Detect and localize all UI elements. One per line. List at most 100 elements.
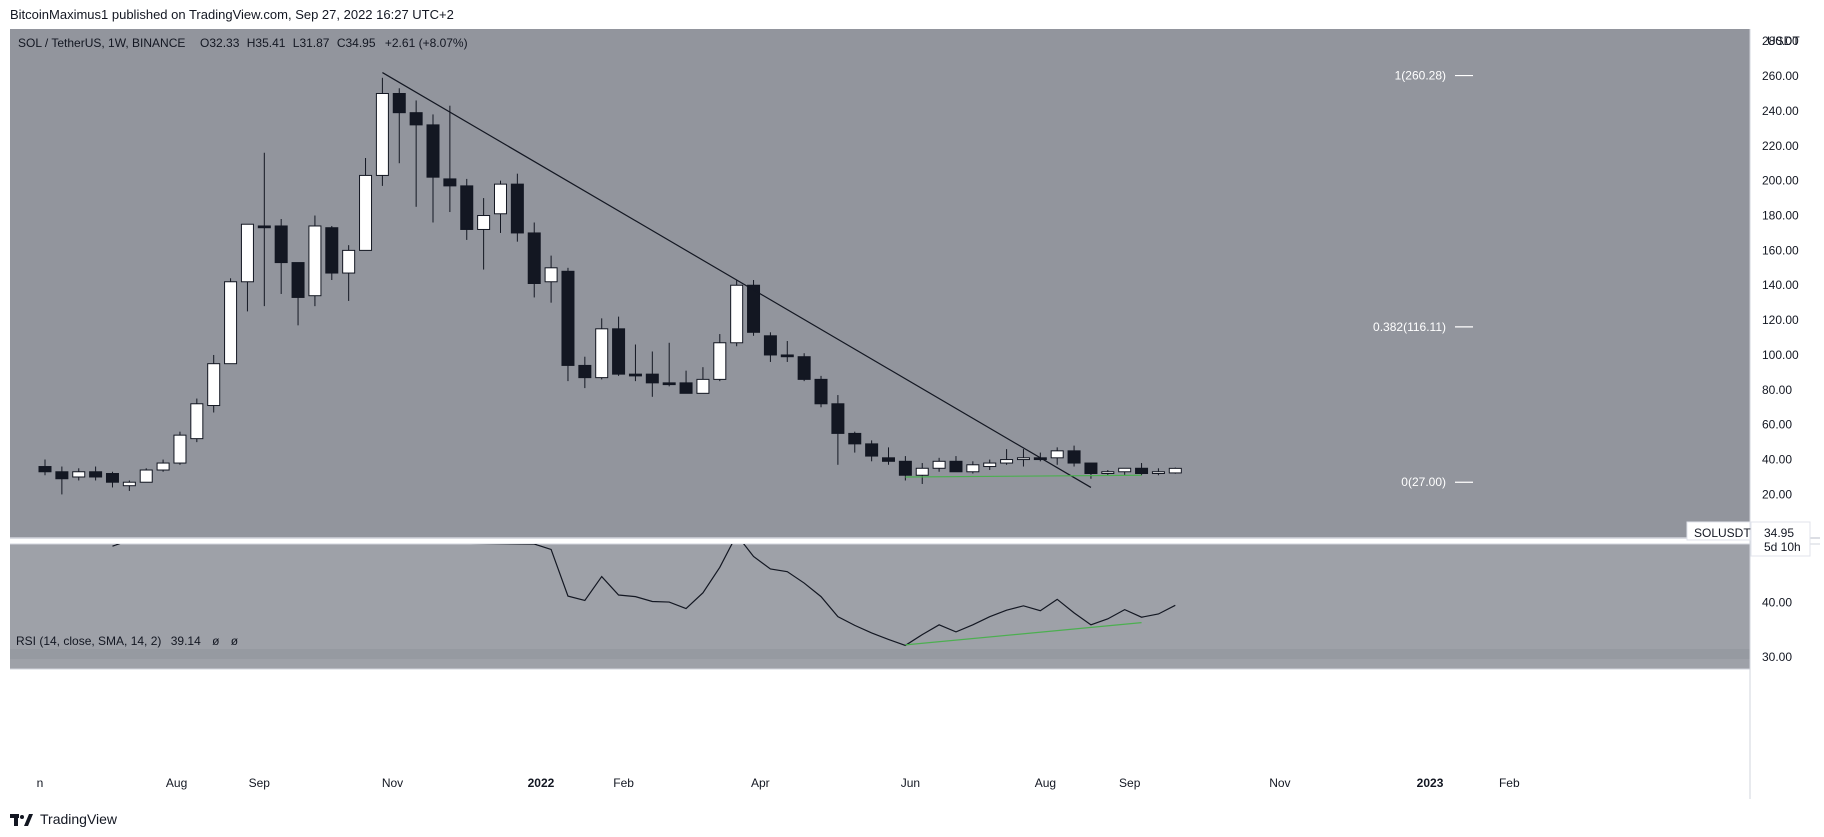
candle-body [578,364,592,379]
last-price: 34.95 [1764,526,1794,540]
candle [747,280,761,336]
rsi-layer [112,544,1176,647]
candle-body [72,471,86,478]
ohlc-h-label: H [247,36,256,50]
candle [291,262,305,326]
price-axis-label: 200.00 [1762,174,1799,188]
rsi-extra-1: ø [212,634,220,648]
candle [932,457,946,472]
rsi-line [112,544,1176,647]
price-axis-label: 260.00 [1762,69,1799,83]
candle-body [89,471,103,478]
footer-brand: TradingView [40,811,118,827]
support-line [905,474,1142,478]
price-pane[interactable] [10,29,1750,538]
candle [1168,467,1182,474]
x-axis-label: Feb [613,776,634,790]
ohlc-c-label: C [337,36,346,50]
candle-body [932,460,946,469]
ohlc-l: 31.87 [299,36,329,50]
candle [848,431,862,453]
candle [645,351,659,397]
candle-body [865,443,879,457]
candle [55,466,69,495]
rsi-pane[interactable] [10,544,1750,669]
ohlc-change: +2.61 (+8.07%) [385,36,468,50]
candle [257,152,271,307]
candle [730,280,744,347]
candle-body [645,373,659,384]
fib-level-label: 0(27.00) [1401,475,1446,489]
candle [308,215,322,307]
candle-body [38,466,52,473]
candle-body [696,378,710,394]
candle [38,459,52,476]
footer: TradingView [10,811,117,827]
x-axis-label: Aug [1035,776,1056,790]
candle-body [477,215,491,230]
y-axis-unit: USDT [1767,34,1800,48]
price-axis-label: 180.00 [1762,209,1799,223]
x-axis-label: 2022 [528,776,555,790]
candle [173,431,187,465]
ticker-tag-box [1686,521,1751,541]
rsi-clip-group [112,544,1176,647]
candle-body [612,328,626,375]
price-axis-label: 160.00 [1762,243,1799,257]
rsi-title: RSI (14, close, SMA, 14, 2) 39.14 ø ø [16,634,239,648]
candle [240,223,254,312]
rsi-label: RSI (14, close, SMA, 14, 2) [16,634,161,648]
candle [274,219,288,294]
price-axis-label: 240.00 [1762,104,1799,118]
candle [342,245,356,301]
candle-body [814,378,828,405]
candle-body [105,473,119,483]
ohlc-l-label: L [293,36,300,50]
chart-svg[interactable]: 1(260.28)0.382(116.11)0(27.00) 0.0020.00… [10,29,1820,799]
candle [1118,467,1132,476]
fib-level-label: 0.382(116.11) [1373,320,1446,334]
candle-body [173,434,187,464]
rsi-pane-background [10,544,1750,669]
candle [679,370,693,394]
price-axis-label: 20.00 [1762,487,1792,501]
candle [1050,447,1064,465]
price-layer: 1(260.28) 0.382(116.11) 0(27.00) [38,69,1473,495]
candle-body [1016,457,1030,461]
candle-body [274,225,288,264]
last-price-tag-box [1750,521,1811,557]
candle-body [848,432,862,445]
x-axis-label: Nov [382,776,403,790]
candle [966,461,980,474]
candle-body [55,471,69,480]
ohlc-o-label: O [200,36,209,50]
x-axis-label: Apr [751,776,770,790]
candle [713,334,727,382]
rsi-value: 39.14 [171,634,201,648]
candle-body [1084,462,1098,475]
price-axis-label: 100.00 [1762,348,1799,362]
candle [139,468,153,483]
candle-body [224,281,238,365]
candle-body [747,284,761,333]
candle [443,105,457,213]
rsi-axis-label: 40.00 [1762,596,1792,610]
candle [696,367,710,394]
candle-body [342,249,356,274]
candle-body [949,460,963,473]
chart-frame: 1(260.28)0.382(116.11)0(27.00) 0.0020.00… [10,29,1820,799]
candle [1016,449,1030,467]
candle-body [882,457,895,462]
x-axis-label: Feb [1499,776,1520,790]
candle [105,471,119,488]
candle-body [966,464,980,473]
candle-body [409,112,423,126]
candle [72,468,86,481]
ticker-tag: SOLUSDT [1694,526,1751,540]
candle [1101,470,1115,476]
candle [578,356,592,389]
candle-body [730,284,744,344]
x-axis-label: 2023 [1417,776,1444,790]
tradingview-logo-icon [10,813,34,826]
candle-body [561,270,575,366]
